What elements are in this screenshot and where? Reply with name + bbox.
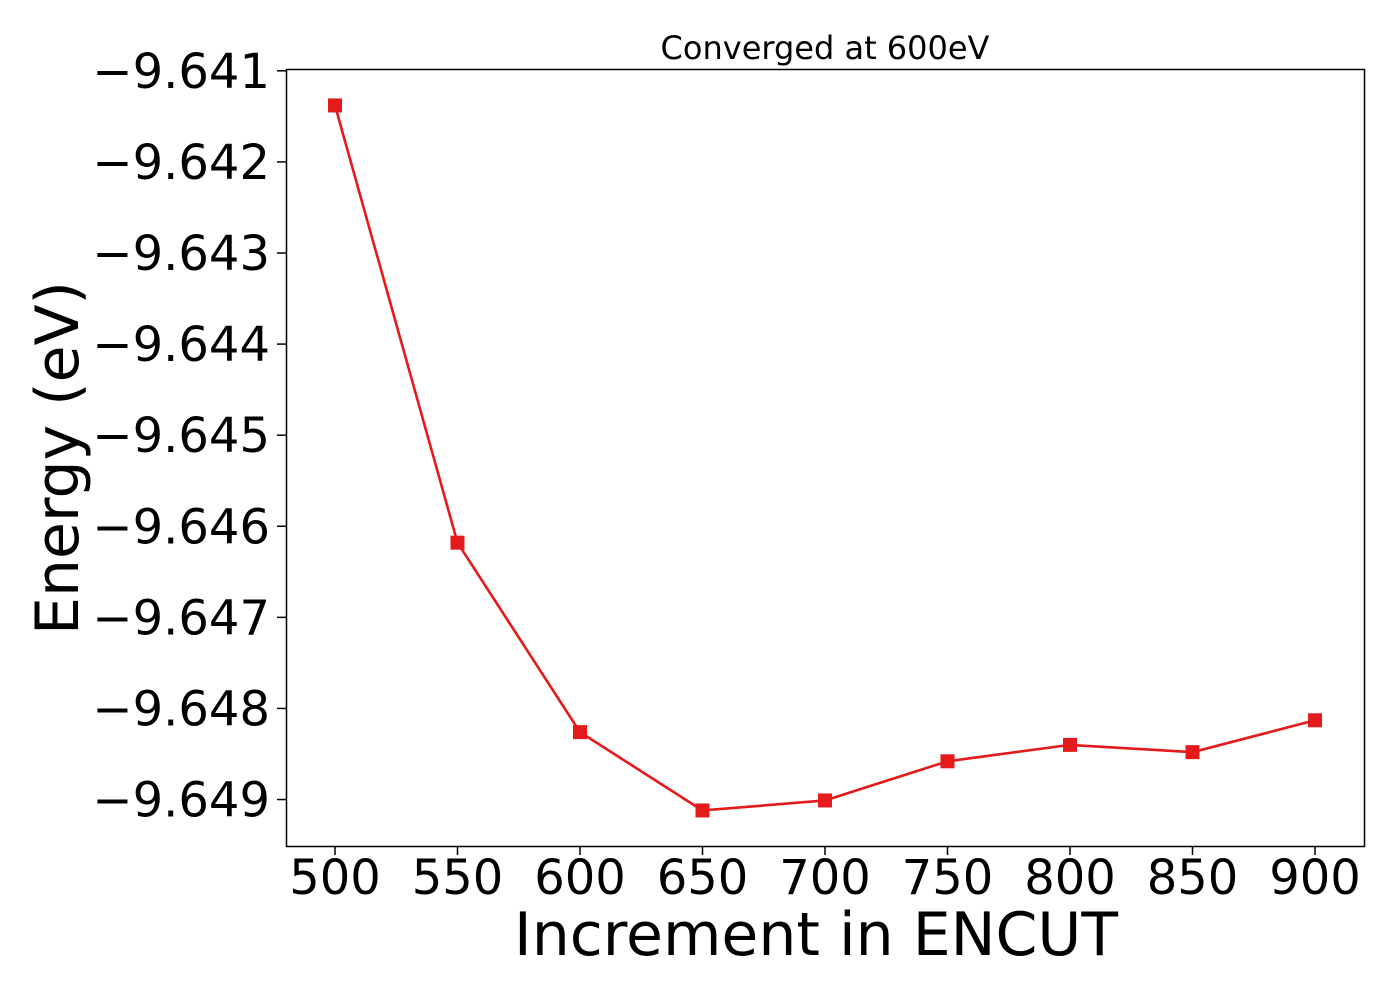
chart-title: Converged at 600eV [661, 29, 990, 67]
data-point-marker [573, 725, 587, 740]
data-point-marker [818, 793, 832, 808]
y-tick-label: −9.645 [92, 408, 270, 464]
x-tick-label: 600 [534, 850, 626, 906]
y-tick-label: −9.649 [92, 773, 270, 829]
data-point-marker [328, 98, 342, 113]
data-point-marker [1308, 713, 1322, 728]
x-tick-label: 650 [657, 850, 749, 906]
x-tick-label: 900 [1269, 850, 1361, 906]
plot-marks [328, 98, 1322, 818]
y-tick-label: −9.647 [92, 590, 270, 646]
data-point-marker [695, 803, 710, 818]
x-axis-label: Increment in ENCUT [514, 900, 1118, 970]
y-tick-label: −9.643 [92, 226, 270, 282]
y-tick-label: −9.648 [92, 681, 270, 737]
data-point-marker [1063, 737, 1077, 752]
y-tick-label: −9.641 [92, 44, 270, 100]
y-tick-label: −9.646 [92, 499, 270, 555]
y-axis-ticks: −9.641 −9.642 −9.643 −9.644 −9.645 −9.646 −9.6… [92, 44, 286, 829]
x-axis-ticks: 500 550 600 650 700 750 800 850 900 [289, 846, 1361, 906]
y-tick-label: −9.644 [92, 317, 270, 373]
x-tick-label: 550 [412, 850, 504, 906]
y-axis-label: Energy (eV) [23, 281, 93, 635]
data-point-marker [940, 754, 955, 769]
data-point-marker [450, 535, 465, 550]
x-tick-label: 700 [779, 850, 871, 906]
data-point-marker [1185, 745, 1200, 760]
x-tick-label: 850 [1147, 850, 1239, 906]
x-tick-label: 500 [289, 850, 381, 906]
x-tick-label: 750 [902, 850, 994, 906]
x-tick-label: 800 [1024, 850, 1116, 906]
y-tick-label: −9.642 [92, 135, 270, 191]
